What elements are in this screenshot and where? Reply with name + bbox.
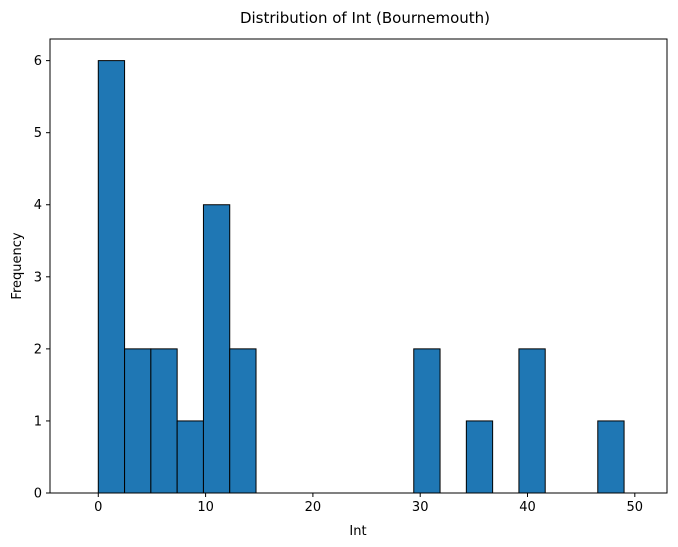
y-axis-label: Frequency: [10, 232, 25, 299]
histogram-bar: [202, 204, 231, 494]
histogram-bar: [176, 420, 204, 494]
y-tick-label: 6: [34, 54, 42, 69]
y-axis-ticks: 0 1 2 3 4 5 6: [34, 54, 50, 502]
y-tick-label: 2: [34, 342, 42, 357]
x-tick-label: 50: [627, 500, 644, 515]
histogram-bar: [229, 348, 257, 494]
histogram-bar: [518, 348, 546, 494]
histogram-bar: [597, 420, 625, 494]
x-tick-label: 30: [412, 500, 429, 515]
histogram-bar: [124, 348, 152, 494]
y-tick-label: 1: [34, 414, 42, 429]
plot-frame: [49, 38, 668, 494]
x-tick-label: 20: [305, 500, 322, 515]
y-tick-label: 0: [34, 487, 42, 502]
x-axis-label: Int: [349, 524, 366, 539]
bars-group: [97, 60, 625, 494]
y-tick-label: 4: [34, 198, 42, 213]
x-tick-label: 40: [519, 500, 536, 515]
chart-title: Distribution of Int (Bournemouth): [240, 9, 490, 27]
histogram-bar: [150, 348, 178, 494]
y-tick-label: 3: [34, 270, 42, 285]
histogram-bar: [465, 420, 494, 494]
x-tick-label: 0: [94, 500, 102, 515]
histogram-bar: [413, 348, 441, 494]
x-tick-label: 10: [197, 500, 214, 515]
y-tick-label: 5: [34, 126, 42, 141]
x-axis-ticks: 0 10 20 30 40 50: [94, 493, 643, 515]
histogram-bar: [97, 60, 126, 494]
